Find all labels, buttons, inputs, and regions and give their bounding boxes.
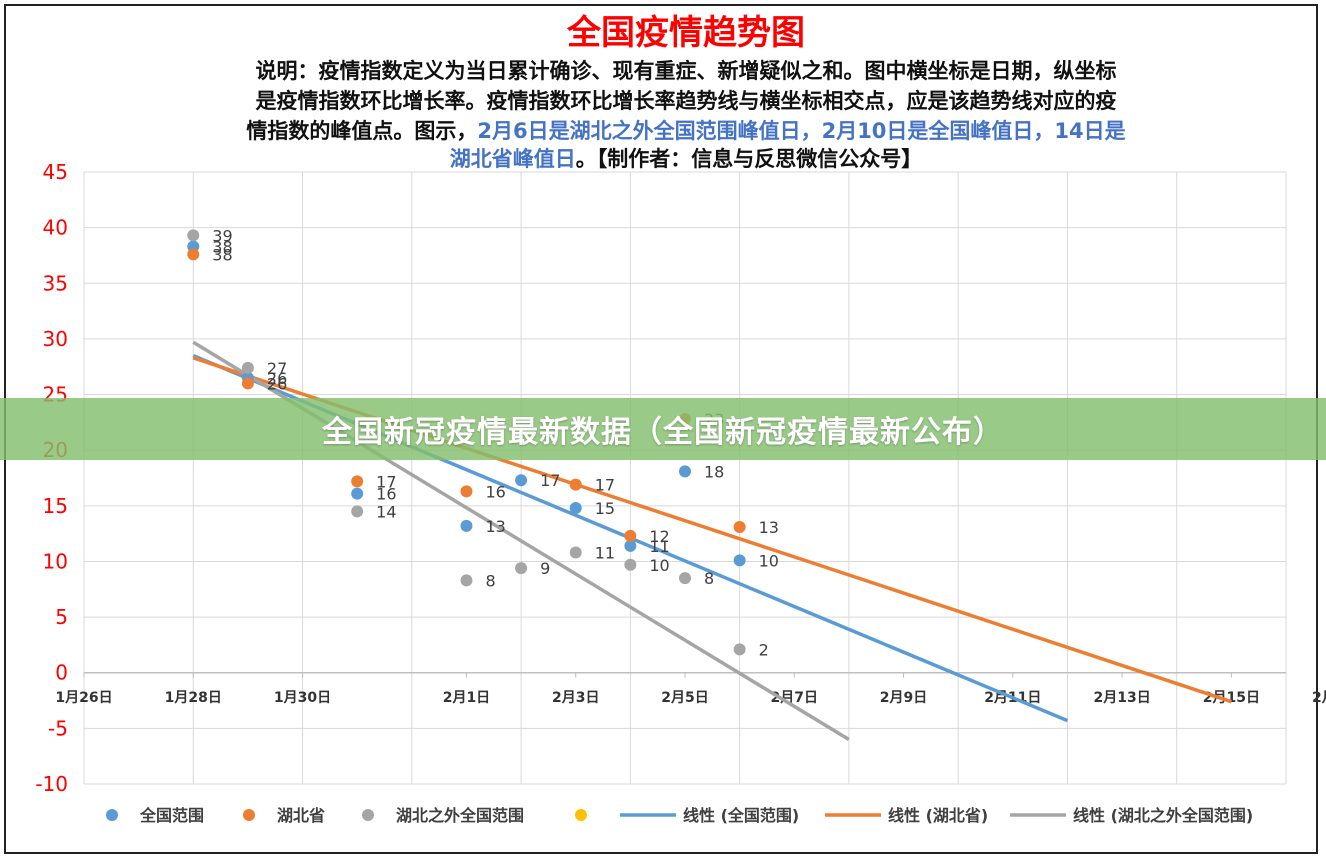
x-tick-label: 2月15日 bbox=[1203, 690, 1260, 706]
label-national: 26 bbox=[267, 369, 287, 388]
label-outside: 27 bbox=[267, 359, 287, 378]
legend-label: 湖北省 bbox=[277, 806, 325, 825]
y-tick-label: 0 bbox=[55, 661, 68, 685]
point-outside bbox=[515, 562, 528, 575]
label-hubei: 17 bbox=[376, 472, 396, 491]
x-tick-label: 1月26日 bbox=[55, 690, 112, 706]
label-hubei: 26 bbox=[267, 374, 287, 393]
point-national bbox=[515, 474, 528, 487]
x-tick-label: 1月28日 bbox=[165, 690, 222, 706]
y-tick-label: 45 bbox=[43, 160, 68, 184]
label-national: 13 bbox=[485, 517, 505, 536]
legend-marker bbox=[575, 809, 587, 821]
chart-title: 全国疫情趋势图 bbox=[566, 13, 805, 53]
y-tick-label: 15 bbox=[43, 494, 68, 518]
label-hubei: 17 bbox=[595, 476, 615, 495]
x-tick-label: 2月17日 bbox=[1312, 690, 1326, 706]
legend-marker bbox=[106, 809, 118, 821]
y-tick-label: 40 bbox=[43, 216, 68, 240]
point-hubei bbox=[733, 520, 746, 533]
point-outside bbox=[187, 229, 200, 242]
label-outside: 8 bbox=[485, 571, 495, 590]
x-tick-label: 2月7日 bbox=[771, 690, 818, 706]
point-outside bbox=[460, 574, 473, 587]
point-outside bbox=[624, 558, 637, 571]
x-tick-label: 2月1日 bbox=[443, 690, 490, 706]
y-tick-label: 30 bbox=[43, 327, 68, 351]
label-hubei: 16 bbox=[485, 482, 505, 501]
description-line: 是疫情指数环比增长率。疫情指数环比增长率趋势线与横坐标相交点，应是该趋势线对应的… bbox=[256, 89, 1117, 113]
label-outside: 10 bbox=[649, 556, 669, 575]
point-national bbox=[624, 539, 637, 552]
label-national: 11 bbox=[649, 537, 669, 556]
legend-label: 线性 (湖北之外全国范围) bbox=[1073, 806, 1253, 825]
point-national bbox=[351, 487, 364, 500]
label-outside: 8 bbox=[704, 569, 714, 588]
point-hubei bbox=[187, 248, 200, 261]
x-tick-label: 2月5日 bbox=[661, 690, 708, 706]
label-hubei: 13 bbox=[759, 518, 779, 537]
data-labels: 3826161317151118103826171617122313392714… bbox=[212, 226, 779, 659]
label-national: 16 bbox=[376, 485, 396, 504]
label-outside: 11 bbox=[595, 544, 615, 563]
label-national: 10 bbox=[759, 551, 779, 570]
description-segment: 说明：疫情指数定义为当日累计确诊、现有重症、新增疑似之和。图中横坐标是日期，纵坐… bbox=[256, 59, 1117, 83]
label-outside: 9 bbox=[540, 559, 550, 578]
chart-description: 说明：疫情指数定义为当日累计确诊、现有重症、新增疑似之和。图中横坐标是日期，纵坐… bbox=[246, 59, 1125, 171]
point-hubei bbox=[624, 529, 637, 542]
point-hubei bbox=[460, 485, 473, 498]
point-hubei bbox=[241, 377, 254, 390]
label-outside: 14 bbox=[376, 502, 396, 521]
y-tick-label: 35 bbox=[43, 271, 68, 295]
y-tick-label: 10 bbox=[43, 549, 68, 573]
legend-label: 湖北之外全国范围 bbox=[396, 806, 524, 825]
point-national bbox=[460, 519, 473, 532]
legend-label: 线性 (湖北省) bbox=[888, 806, 988, 825]
point-hubei bbox=[569, 478, 582, 491]
y-tick-label: -10 bbox=[35, 772, 68, 796]
label-hubei: 12 bbox=[649, 527, 669, 546]
description-segment: 是疫情指数环比增长率。疫情指数环比增长率趋势线与横坐标相交点，应是该趋势线对应的… bbox=[256, 89, 1117, 113]
legend: 全国范围 湖北省 湖北之外全国范围 线性 (全国范围) 线性 (湖北省) 线性 (湖北之外… bbox=[106, 806, 1253, 825]
label-national: 17 bbox=[540, 471, 560, 490]
legend-marker bbox=[243, 809, 255, 821]
axes: 454035302520151050-5-101月26日1月28日1月30日2月… bbox=[35, 160, 1326, 796]
point-national bbox=[569, 502, 582, 515]
description-line: 说明：疫情指数定义为当日累计确诊、现有重症、新增疑似之和。图中横坐标是日期，纵坐… bbox=[256, 59, 1117, 83]
banner-title: 全国新冠疫情最新数据（全国新冠疫情最新公布） bbox=[322, 415, 1004, 450]
point-outside bbox=[351, 505, 364, 518]
chart-title-group: 全国疫情趋势图 bbox=[566, 13, 805, 53]
point-outside bbox=[679, 572, 691, 585]
y-tick-label: 5 bbox=[55, 605, 68, 629]
point-outside bbox=[241, 361, 254, 374]
x-tick-label: 2月3日 bbox=[552, 690, 599, 706]
label-hubei: 38 bbox=[212, 245, 232, 264]
point-outside bbox=[733, 643, 746, 656]
legend-marker bbox=[362, 809, 374, 821]
point-national bbox=[733, 554, 746, 567]
y-tick-label: -5 bbox=[48, 716, 68, 740]
point-outside bbox=[569, 546, 582, 559]
description-segment: 湖北省峰值日 bbox=[450, 147, 576, 171]
label-outside: 39 bbox=[212, 226, 232, 245]
description-segment: 2月6日是湖北之外全国范围峰值日，2月10日是全国峰值日，14日是 bbox=[477, 119, 1125, 143]
description-line: 情指数的峰值点。图示，2月6日是湖北之外全国范围峰值日，2月10日是全国峰值日，… bbox=[246, 119, 1125, 143]
legend-label: 线性 (全国范围) bbox=[683, 806, 799, 825]
point-national bbox=[679, 465, 691, 478]
label-outside: 2 bbox=[759, 640, 769, 659]
x-tick-label: 2月9日 bbox=[880, 690, 927, 706]
description-segment: 情指数的峰值点。图示， bbox=[246, 119, 477, 143]
label-national: 18 bbox=[704, 462, 724, 481]
point-hubei bbox=[351, 475, 364, 488]
description-line: 湖北省峰值日。【制作者：信息与反思微信公众号】 bbox=[450, 147, 923, 171]
x-tick-label: 2月13日 bbox=[1093, 690, 1150, 706]
description-segment: 。【制作者：信息与反思微信公众号】 bbox=[576, 147, 923, 171]
x-tick-label: 1月30日 bbox=[274, 690, 331, 706]
legend-label: 全国范围 bbox=[139, 806, 204, 825]
label-national: 38 bbox=[212, 238, 232, 257]
overlay-banner: 全国新冠疫情最新数据（全国新冠疫情最新公布） bbox=[0, 398, 1326, 460]
label-national: 15 bbox=[595, 499, 615, 518]
